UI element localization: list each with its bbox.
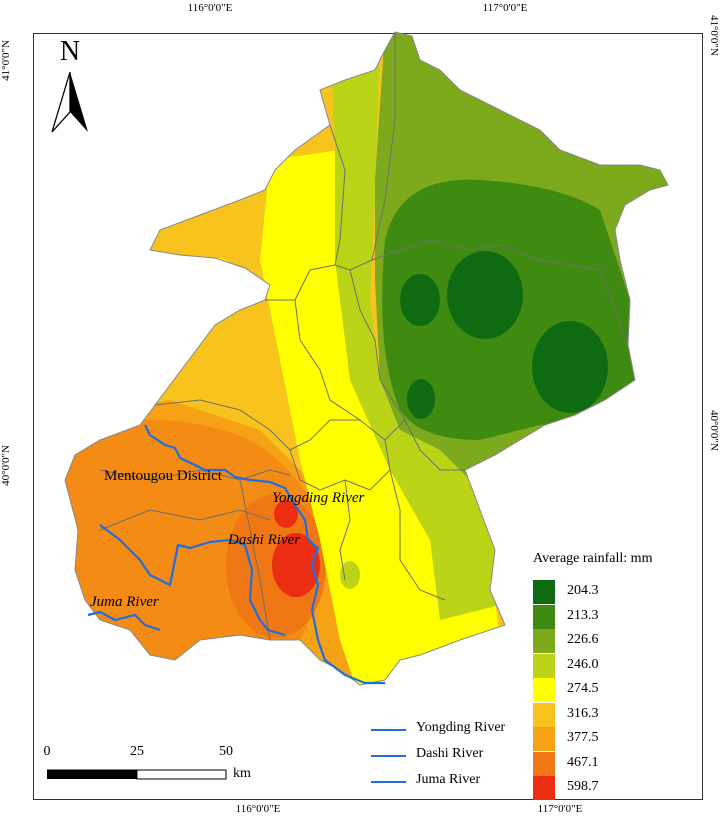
legend-row-2: 226.6: [533, 629, 713, 653]
legend-value-label: 467.1: [567, 754, 599, 770]
yongding-river-label: Yongding River: [272, 490, 365, 506]
legend-swatch: [533, 629, 555, 653]
legend-row-0: 204.3: [533, 580, 713, 604]
legend-value-label: 274.5: [567, 681, 599, 696]
scale-label-25: 25: [130, 744, 144, 759]
river-legend-juma-label: Juma River: [416, 772, 481, 787]
yongding-river-line: [144, 424, 385, 685]
dashi-river-label: Dashi River: [227, 532, 300, 548]
river-legend-dashi: Dashi River: [371, 746, 531, 766]
zone-598-south: [272, 533, 320, 597]
district-boundaries: [99, 32, 629, 641]
zone-274-island-b: [283, 354, 309, 390]
rivers: [87, 424, 385, 685]
legend-value-label: 246.0: [567, 656, 599, 672]
zone-274-island-a: [198, 258, 238, 306]
scale-unit: km: [233, 766, 251, 781]
legend-row-4: 274.5: [533, 678, 713, 702]
legend-row-6: 377.5: [533, 727, 713, 751]
zone-204-a: [400, 274, 440, 326]
river-legend-juma: Juma River: [371, 772, 531, 792]
bottom-lon-label-116: 116°0'0"E: [235, 803, 281, 815]
scale-label-50: 50: [219, 744, 233, 759]
bottom-lon-label-117: 117°0'0"E: [537, 803, 583, 815]
zone-598-north: [274, 500, 298, 528]
zone-204-d: [407, 379, 435, 419]
juma-river-label: Juma River: [90, 594, 159, 610]
legend-swatch: [533, 678, 555, 702]
river-legend-yongding-line: [371, 729, 406, 731]
zone-204-b: [447, 251, 523, 339]
zone-246-island: [340, 561, 360, 589]
dashi-river-line: [99, 524, 286, 637]
legend-row-5: 316.3: [533, 702, 713, 727]
legend-row-1: 213.3: [533, 604, 713, 629]
zone-204-c: [532, 321, 608, 413]
scale-bar: [47, 769, 227, 780]
top-lon-label-116: 116°0'0"E: [187, 2, 233, 14]
legend-swatch: [533, 702, 555, 727]
scale-label-0: 0: [43, 744, 51, 759]
legend-swatch: [533, 727, 555, 751]
river-legend-juma-line: [371, 781, 406, 783]
legend-value-label: 598.7: [567, 779, 599, 794]
right-lat-label-41: 41°0'0"N: [708, 15, 720, 56]
top-lon-label-117: 117°0'0"E: [482, 2, 528, 14]
legend-swatch: [533, 653, 555, 678]
legend-swatch: [533, 580, 555, 604]
legend-value-label: 226.6: [567, 632, 599, 647]
legend-row-7: 467.1: [533, 751, 713, 776]
legend-title: Average rainfall: mm: [533, 551, 653, 566]
legend-value-label: 204.3: [567, 583, 599, 598]
north-arrow: N: [51, 36, 88, 133]
river-legend-dashi-line: [371, 755, 406, 757]
legend-value-label: 377.5: [567, 730, 599, 745]
legend-row-3: 246.0: [533, 653, 713, 678]
legend-value-label: 316.3: [567, 705, 599, 721]
legend-value-label: 213.3: [567, 607, 599, 623]
legend-swatch: [533, 751, 555, 776]
river-legend-dashi-label: Dashi River: [416, 746, 484, 761]
mentougou-label: Mentougou District: [104, 468, 223, 484]
legend-row-8: 598.7: [533, 776, 713, 800]
right-lat-label-40: 40°0'0"N: [708, 410, 720, 451]
juma-river-line: [87, 610, 161, 632]
north-arrow-label: N: [60, 36, 80, 67]
river-legend-yongding: Yongding River: [371, 720, 531, 740]
legend-swatch: [533, 776, 555, 800]
river-legend-yongding-label: Yongding River: [416, 720, 506, 735]
legend-swatch: [533, 604, 555, 629]
